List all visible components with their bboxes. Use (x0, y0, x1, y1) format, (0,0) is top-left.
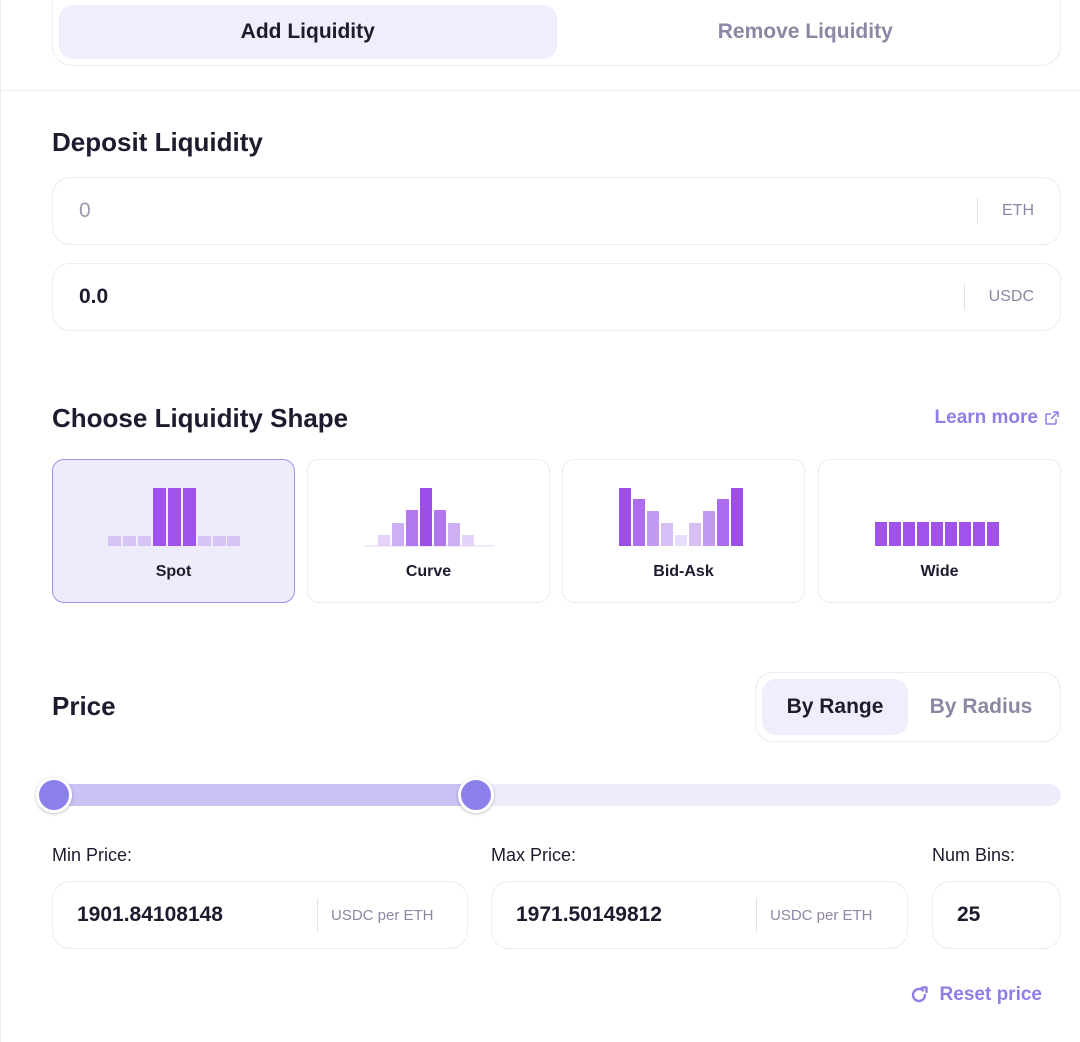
min-price-input[interactable] (77, 903, 317, 927)
tab-add-liquidity[interactable]: Add Liquidity (59, 5, 557, 59)
num-bins-label: Num Bins: (932, 845, 1016, 865)
max-price-input[interactable] (516, 903, 756, 927)
divider (1, 90, 1080, 91)
liquidity-tabs: Add Liquidity Remove Liquidity (52, 0, 1061, 66)
curve-shape-icon (363, 488, 494, 547)
eth-amount-field: ETH (52, 177, 1061, 245)
shape-spot[interactable]: Spot (52, 459, 295, 603)
shape-label: Wide (920, 563, 959, 580)
price-title: Price (52, 691, 116, 721)
shape-title: Choose Liquidity Shape (52, 403, 349, 433)
min-price-handle[interactable] (36, 777, 72, 813)
max-price-handle[interactable] (457, 777, 494, 813)
separator (963, 284, 965, 310)
max-price-field: USDC per ETH (491, 881, 908, 949)
slider-selected-range (52, 784, 476, 806)
eth-amount-input[interactable] (79, 199, 977, 223)
shape-curve[interactable]: Curve (307, 459, 550, 603)
reset-price-button[interactable]: Reset price (908, 984, 1042, 1006)
usdc-amount-field: USDC (52, 263, 1061, 331)
reset-price-label: Reset price (939, 984, 1042, 1005)
separator (756, 898, 757, 932)
wide-shape-icon (874, 522, 999, 546)
num-bins-input[interactable] (957, 903, 1047, 927)
eth-unit-label: ETH (1002, 202, 1034, 219)
shape-label: Spot (155, 563, 192, 580)
by-radius-option[interactable]: By Radius (929, 695, 1033, 718)
max-price-unit: USDC per ETH (770, 906, 873, 924)
external-link-icon (1045, 411, 1059, 425)
num-bins-field (932, 881, 1061, 949)
separator (317, 898, 318, 932)
spot-shape-icon (107, 488, 240, 546)
price-mode-toggle: By Range By Radius (755, 672, 1061, 742)
max-price-label: Max Price: (491, 845, 577, 865)
usdc-amount-input[interactable] (79, 285, 964, 309)
min-price-unit: USDC per ETH (331, 906, 434, 924)
shape-label: Curve (405, 563, 452, 580)
bid-ask-shape-icon (618, 488, 743, 546)
refresh-icon (911, 986, 928, 1003)
min-price-label: Min Price: (52, 845, 133, 865)
separator (977, 198, 978, 224)
shape-label: Bid-Ask (653, 563, 714, 580)
shape-bid-ask[interactable]: Bid-Ask (562, 459, 805, 603)
min-price-field: USDC per ETH (52, 881, 468, 949)
tab-remove-liquidity[interactable]: Remove Liquidity (717, 20, 893, 43)
by-range-option[interactable]: By Range (762, 679, 908, 735)
learn-more-label: Learn more (934, 407, 1038, 428)
shape-wide[interactable]: Wide (818, 459, 1061, 603)
learn-more-link[interactable]: Learn more (935, 407, 1060, 429)
usdc-unit-label: USDC (988, 288, 1034, 305)
deposit-title: Deposit Liquidity (52, 127, 263, 157)
